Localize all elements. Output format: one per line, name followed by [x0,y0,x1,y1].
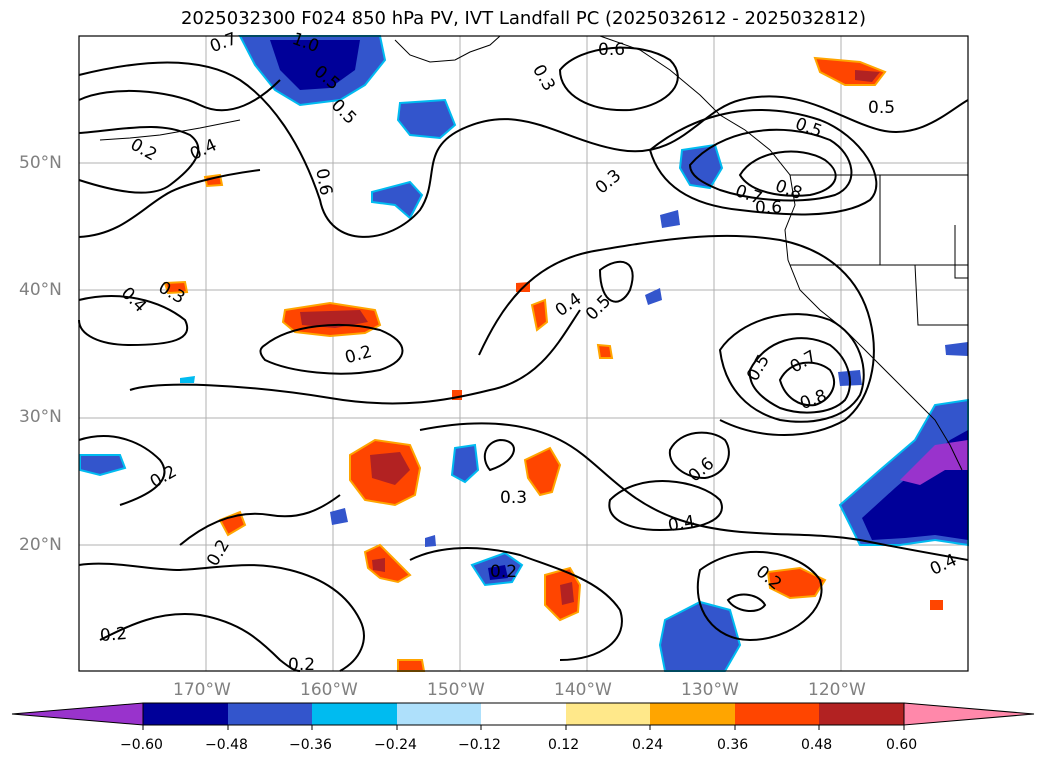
contour-label: 0.2 [288,655,316,675]
lat-label: 20°N [19,535,62,555]
colorbar-tick-label: 0.36 [717,737,749,753]
contour-label: 0.2 [99,623,128,647]
colorbar-tick-label: −0.60 [120,737,163,753]
pv-contours [78,46,969,672]
colorbar-extend-low [11,702,144,726]
colorbar-tick-label: −0.24 [374,737,417,753]
lat-label: 50°N [19,153,62,173]
lon-label: 140°W [554,680,612,700]
colorbar-tick-label: 0.60 [886,737,918,753]
lon-label: 120°W [808,680,866,700]
lat-label: 40°N [19,280,62,300]
colorbar-tick-label: 0.48 [801,737,833,753]
colorbar-bin [819,703,904,725]
colorbar-bin [228,703,312,725]
colorbar-bin [566,703,650,725]
colorbar-bin [397,703,481,725]
map-frame [78,35,969,672]
colorbar-tick-label: 0.24 [632,737,664,753]
colorbar-bin [481,703,566,725]
coastlines [99,35,968,471]
lon-label: 130°W [681,680,739,700]
contour-label: 0.5 [868,98,896,118]
map-title: 2025032300 F024 850 hPa PV, IVT Landfall… [180,8,867,29]
negative-pv-shading [79,35,969,672]
colorbar-bin [312,703,397,725]
colorbar-tick-label: −0.36 [289,737,332,753]
colorbar-extend-high [903,702,1035,726]
colorbar [11,702,1035,730]
colorbar-bin [143,703,228,725]
map-area [79,36,968,671]
lon-label: 160°W [300,680,358,700]
colorbar-bin [650,703,735,725]
colorbar-tick-label: 0.12 [548,737,580,753]
lon-label: 150°W [427,680,485,700]
lat-label: 30°N [19,407,62,427]
gridlines [79,36,968,671]
contour-label: 0.6 [598,40,626,60]
contour-label: 0.3 [500,488,528,508]
lon-label: 170°W [173,680,231,700]
colorbar-bin [735,703,819,725]
colorbar-tick-label: −0.48 [205,737,248,753]
contour-label: 0.6 [755,198,783,218]
contour-label: 0.2 [490,562,518,582]
colorbar-tick-label: −0.12 [458,737,501,753]
